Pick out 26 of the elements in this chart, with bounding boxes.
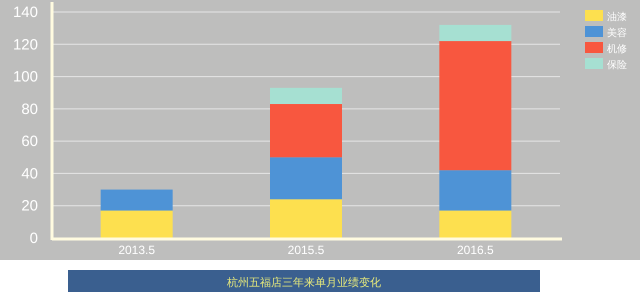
legend-label: 油漆 xyxy=(607,11,627,23)
x-tick-label: 2016.5 xyxy=(456,243,494,257)
y-tick-label: 20 xyxy=(21,198,38,215)
y-tick-label: 100 xyxy=(12,68,38,86)
bar xyxy=(100,210,173,238)
x-tick-label: 2015.5 xyxy=(288,243,325,257)
bar xyxy=(270,104,342,158)
bar xyxy=(439,170,512,211)
bar xyxy=(439,24,512,42)
y-tick-label: 40 xyxy=(21,165,38,182)
y-tick-label: 120 xyxy=(12,36,38,54)
bar xyxy=(439,41,512,170)
legend-label: 机修 xyxy=(607,43,627,55)
y-tick-label: 60 xyxy=(21,133,38,150)
text: 杭州五福店三年来单月业绩变化 xyxy=(226,276,381,289)
bar xyxy=(270,88,342,104)
bar xyxy=(439,210,512,238)
y-tick-label: 0 xyxy=(30,230,38,247)
bar xyxy=(270,199,342,238)
bar xyxy=(100,190,173,211)
legend-label: 保险 xyxy=(607,59,627,71)
bar xyxy=(270,157,342,200)
y-tick-label: 140 xyxy=(12,4,38,21)
legend-label: 美容 xyxy=(607,27,627,39)
y-tick-label: 80 xyxy=(21,100,38,118)
x-tick-label: 2013.5 xyxy=(118,243,156,257)
